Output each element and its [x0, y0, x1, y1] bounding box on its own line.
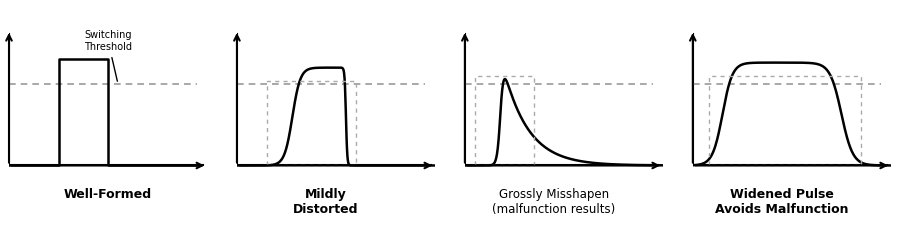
Text: Well-Formed: Well-Formed [64, 188, 152, 201]
Text: Switching
Threshold: Switching Threshold [84, 30, 132, 81]
Text: Mildly
Distorted: Mildly Distorted [293, 188, 359, 216]
Text: Grossly Misshapen
(malfunction results): Grossly Misshapen (malfunction results) [492, 188, 616, 216]
Text: Widened Pulse
Avoids Malfunction: Widened Pulse Avoids Malfunction [716, 188, 849, 216]
